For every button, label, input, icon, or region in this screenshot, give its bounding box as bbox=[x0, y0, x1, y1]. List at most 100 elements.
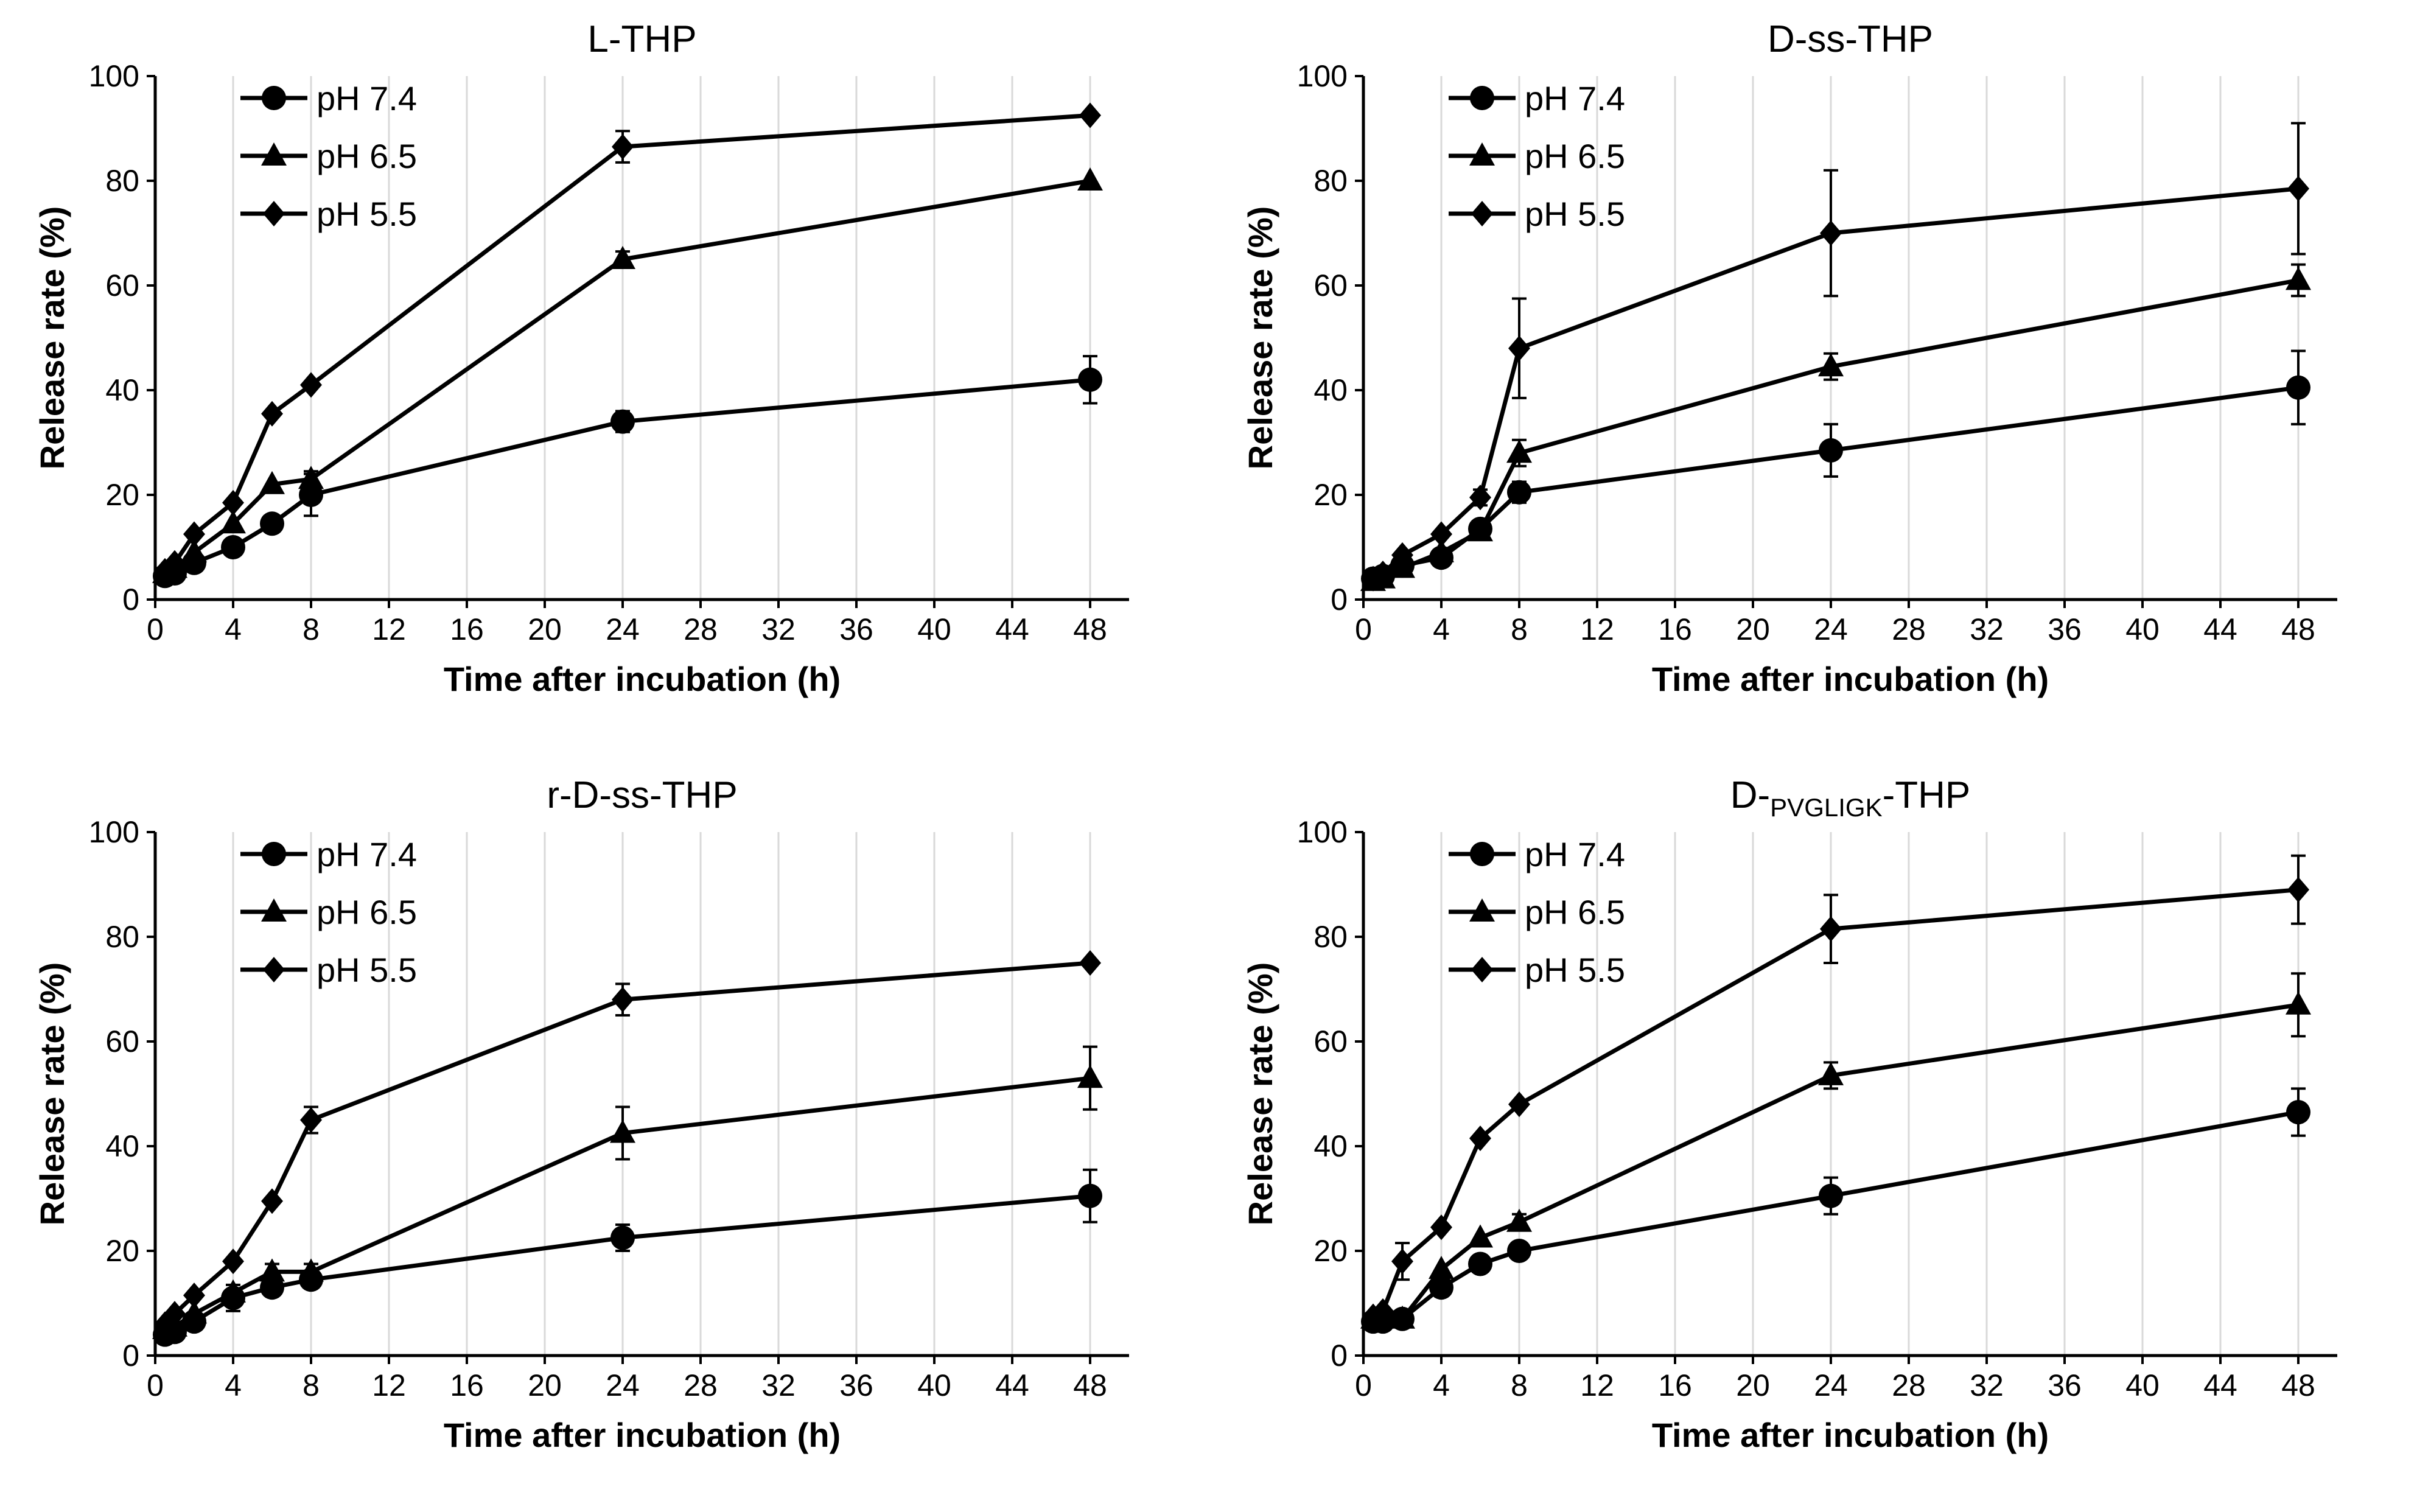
data-point bbox=[1508, 335, 1530, 362]
data-point bbox=[2287, 175, 2309, 201]
x-tick-label: 44 bbox=[995, 612, 1029, 646]
data-point bbox=[298, 466, 324, 489]
x-tick-label: 8 bbox=[303, 612, 320, 646]
series-ph-7-4 bbox=[1361, 1087, 2310, 1334]
legend-label: pH 5.5 bbox=[1525, 951, 1625, 989]
data-point bbox=[183, 1283, 205, 1309]
legend-label: pH 7.4 bbox=[317, 79, 417, 117]
data-point bbox=[1506, 439, 1532, 463]
legend-marker bbox=[1469, 898, 1495, 922]
x-tick-label: 28 bbox=[1892, 1368, 1926, 1402]
legend-entry: pH 7.4 bbox=[240, 835, 417, 873]
data-point bbox=[1818, 353, 1844, 377]
x-tick-label: 0 bbox=[1355, 1368, 1372, 1402]
data-point bbox=[300, 372, 322, 398]
data-point bbox=[610, 409, 635, 434]
x-tick-label: 36 bbox=[2048, 612, 2082, 646]
data-point bbox=[1078, 367, 1102, 392]
series-line bbox=[1373, 278, 2299, 584]
chart-title: D-ss-THP bbox=[1768, 18, 1933, 60]
y-tick-label: 20 bbox=[1313, 1234, 1348, 1268]
y-tick-label: 0 bbox=[122, 583, 139, 617]
legend-marker bbox=[262, 842, 286, 866]
y-tick-label: 60 bbox=[105, 1024, 139, 1059]
legend-marker bbox=[261, 142, 287, 166]
y-tick-label: 100 bbox=[1297, 815, 1348, 849]
series-ph-5-5 bbox=[154, 950, 1101, 1337]
x-tick-label: 40 bbox=[2125, 1368, 2160, 1402]
chart-title-text: L-THP bbox=[587, 18, 696, 60]
x-tick-label: 32 bbox=[1970, 612, 2004, 646]
data-point bbox=[1430, 1214, 1452, 1241]
chart-title: D-PVGLIGK-THP bbox=[1730, 774, 1970, 822]
legend-entry: pH 6.5 bbox=[240, 137, 417, 175]
chart-title-text: r-D-ss-THP bbox=[547, 774, 737, 816]
x-tick-label: 4 bbox=[1433, 1368, 1450, 1402]
x-tick-label: 4 bbox=[225, 612, 242, 646]
chart-title-suffix: -THP bbox=[1883, 774, 1971, 816]
x-tick-label: 24 bbox=[1814, 612, 1848, 646]
legend-label: pH 6.5 bbox=[1525, 137, 1625, 175]
chart-title: L-THP bbox=[587, 18, 696, 60]
data-point bbox=[2286, 267, 2311, 290]
x-tick-label: 16 bbox=[1658, 612, 1692, 646]
chart-title-text: D-ss-THP bbox=[1768, 18, 1933, 60]
x-tick-label: 20 bbox=[528, 1368, 562, 1402]
legend-entry: pH 7.4 bbox=[1449, 835, 1625, 873]
data-point bbox=[612, 987, 634, 1013]
series-ph-6-5 bbox=[1360, 263, 2311, 591]
data-point bbox=[1079, 950, 1101, 976]
x-tick-label: 16 bbox=[450, 1368, 484, 1402]
legend-marker bbox=[263, 201, 285, 226]
legend-marker bbox=[261, 898, 287, 922]
series-ph-7-4 bbox=[153, 355, 1102, 589]
x-tick-label: 20 bbox=[1736, 1368, 1770, 1402]
data-point bbox=[1429, 1256, 1454, 1279]
data-point bbox=[2286, 375, 2310, 400]
y-tick-label: 80 bbox=[105, 920, 139, 954]
data-point bbox=[610, 1119, 635, 1143]
data-point bbox=[298, 1258, 324, 1282]
data-point bbox=[1506, 1208, 1532, 1232]
series-line bbox=[1373, 1003, 2299, 1321]
x-tick-label: 20 bbox=[528, 612, 562, 646]
series-ph-5-5 bbox=[1362, 122, 2309, 592]
x-tick-label: 0 bbox=[147, 612, 164, 646]
chart-title-text: D- bbox=[1730, 774, 1770, 816]
legend-marker bbox=[263, 957, 285, 982]
x-tick-label: 24 bbox=[606, 612, 640, 646]
data-point bbox=[259, 1258, 285, 1282]
data-point bbox=[1077, 167, 1103, 191]
legend-entry: pH 5.5 bbox=[240, 951, 417, 989]
data-point bbox=[1390, 1305, 1415, 1329]
y-tick-label: 100 bbox=[1297, 59, 1348, 93]
y-axis-title: Release rate (%) bbox=[33, 962, 71, 1226]
y-tick-label: 0 bbox=[122, 1339, 139, 1373]
series-line bbox=[164, 178, 1091, 576]
data-point bbox=[1469, 485, 1491, 511]
x-tick-label: 8 bbox=[1511, 1368, 1528, 1402]
x-tick-label: 12 bbox=[1580, 612, 1614, 646]
x-axis-title: Time after incubation (h) bbox=[444, 1416, 841, 1454]
legend-label: pH 6.5 bbox=[1525, 893, 1625, 931]
x-tick-label: 8 bbox=[1511, 612, 1528, 646]
data-point bbox=[1429, 539, 1454, 562]
data-point bbox=[1468, 1251, 1492, 1276]
y-axis-title: Release rate (%) bbox=[1241, 962, 1279, 1226]
y-axis-title: Release rate (%) bbox=[33, 206, 71, 470]
series-ph-6-5 bbox=[152, 167, 1103, 583]
x-tick-label: 40 bbox=[917, 1368, 951, 1402]
x-tick-label: 40 bbox=[917, 612, 951, 646]
data-point bbox=[222, 489, 244, 516]
x-tick-label: 28 bbox=[684, 1368, 718, 1402]
data-point bbox=[2286, 991, 2311, 1015]
chart-svg-l-thp: 0 4 8 12 16 20 24 28 32 36 40 44 48020406080100Time … bbox=[33, 18, 1129, 698]
legend-entry: pH 6.5 bbox=[1449, 893, 1625, 931]
y-tick-label: 60 bbox=[105, 268, 139, 303]
x-tick-label: 32 bbox=[761, 1368, 796, 1402]
x-tick-label: 48 bbox=[1073, 612, 1107, 646]
data-point bbox=[2286, 1100, 2310, 1125]
data-point bbox=[1430, 521, 1452, 547]
x-tick-label: 44 bbox=[995, 1368, 1029, 1402]
